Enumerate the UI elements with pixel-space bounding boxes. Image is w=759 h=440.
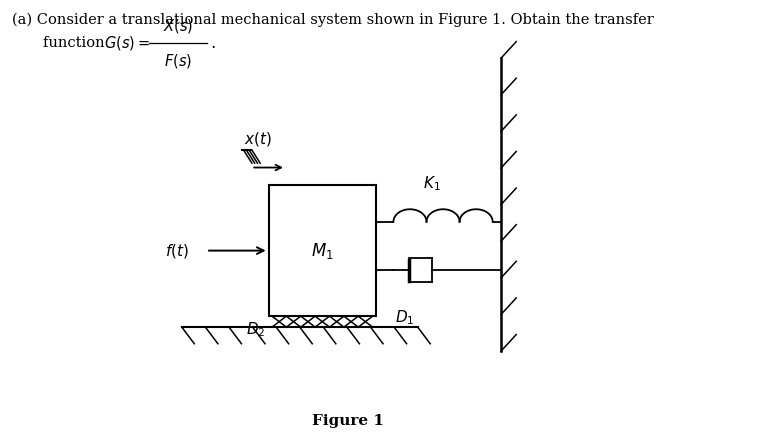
Text: $D_1$: $D_1$ [395, 308, 414, 327]
Text: $D_2$: $D_2$ [246, 321, 265, 339]
Text: .: . [210, 35, 216, 52]
Text: $G(s) =$: $G(s) =$ [104, 34, 150, 52]
Text: Figure 1: Figure 1 [312, 414, 384, 428]
Text: $M_1$: $M_1$ [311, 241, 334, 260]
Text: $K_1$: $K_1$ [423, 175, 440, 193]
Text: $X(s)$: $X(s)$ [163, 17, 194, 35]
Text: function: function [43, 36, 109, 50]
Text: $x(t)$: $x(t)$ [244, 130, 272, 148]
Text: $F(s)$: $F(s)$ [164, 52, 192, 70]
Bar [269, 185, 376, 316]
Text: $f(t)$: $f(t)$ [165, 242, 189, 260]
Text: (a) Consider a translational mechanical system shown in Figure 1. Obtain the tra: (a) Consider a translational mechanical … [12, 12, 653, 27]
